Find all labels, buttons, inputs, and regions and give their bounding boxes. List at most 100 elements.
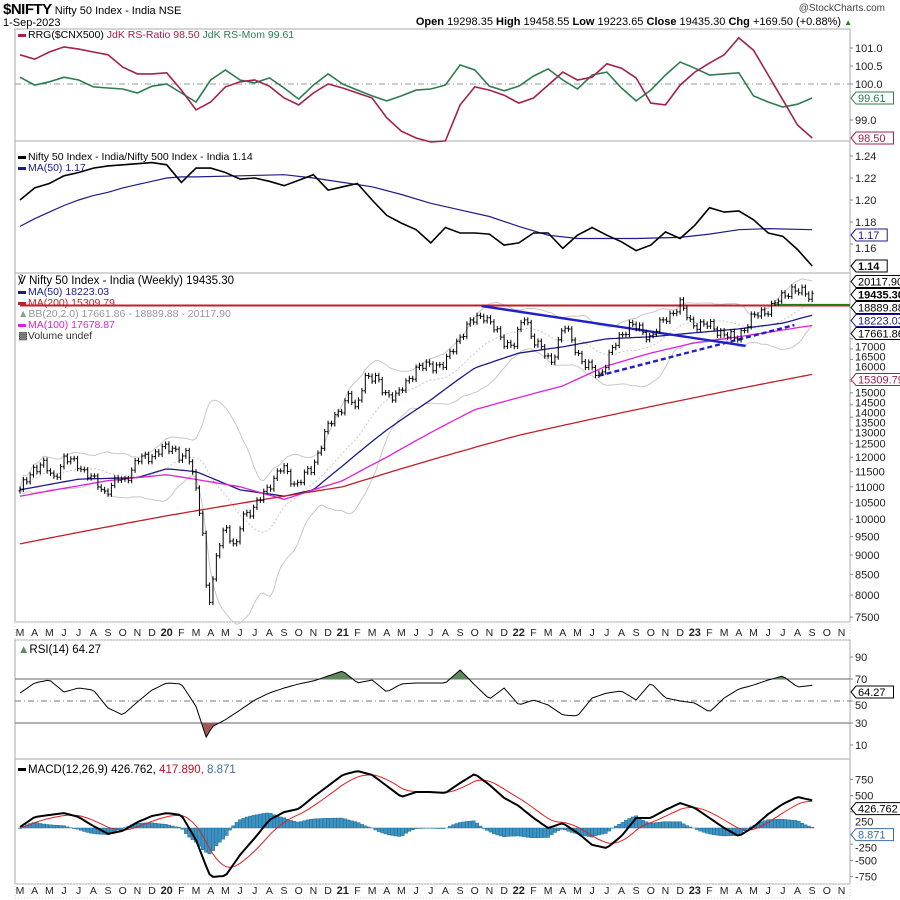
ohlc-bar [65,453,69,465]
ohlc-bar [360,388,364,403]
last-value-box [850,685,894,699]
ohlc-bar [604,364,608,375]
histogram-bar [211,827,215,851]
ohlc-bar [539,338,543,350]
histogram-bar [167,824,171,829]
histogram-bar [251,815,256,829]
ohlc-bar [346,390,350,404]
date-tick-label: D [324,885,332,897]
y-tick-label: 9000 [855,550,879,562]
histogram-bar [624,819,628,829]
histogram-bar [163,824,168,829]
histogram-bar [153,823,158,829]
date-tick-label: M [16,627,25,639]
y-tick-label: -750 [855,872,877,884]
ohlc-bar [69,456,73,465]
ohlc-bar [177,446,181,463]
ohlc-bar [661,317,665,323]
histogram-bar [681,823,686,829]
ohlc-bar [631,319,635,327]
histogram-bar [326,818,330,829]
date-tick-label: D [500,627,508,639]
date-tick-label: O [295,627,303,639]
histogram-bar [58,825,63,829]
last-value-box [850,228,888,242]
macd-legend-signal: 417.890, [159,764,204,776]
ohlc-bar [695,323,699,333]
histogram-bar [55,825,60,829]
last-value-box [850,828,894,842]
ohlc-bar [174,445,178,452]
histogram-bar [471,820,476,829]
histogram-bar [515,827,520,837]
histogram-bar [150,822,154,829]
histogram-bar [51,824,56,829]
date-tick-label: N [310,627,318,639]
ohlc-bar [255,497,259,511]
date-axis-frame [14,621,851,641]
histogram-bar [18,827,22,829]
date-tick-label: O [119,627,127,639]
ohlc-bar [147,451,151,465]
ohlc-bar [600,369,604,376]
ohlc-bar [370,373,374,384]
date-tick-label: M [544,627,553,639]
date-tick-label: M [192,885,201,897]
histogram-bar [295,821,300,829]
date-tick-label: J [413,885,418,897]
histogram-bar [41,823,46,829]
y-tick-label: 13000 [855,428,886,440]
date-tick-label: S [457,627,464,639]
ohlc-bar [367,372,371,379]
y-tick-label: 7500 [855,612,879,624]
y-tick-label: 13500 [855,418,886,430]
ohlc-bar [130,467,134,484]
date-tick-label: J [428,627,433,639]
ohlc-bar [739,327,743,343]
ohlc-bar [343,398,347,416]
ohlc-bar [560,328,564,343]
date-tick-label: M [720,627,729,639]
ohlc-bar [722,327,726,338]
ohlc-bar [417,362,421,371]
rs-ratio-line [19,36,813,143]
date-tick-label: O [823,885,831,897]
histogram-bar [542,827,547,838]
histogram-bar [597,827,601,836]
trendline [481,304,746,348]
date-tick-label: N [134,627,142,639]
up-triangle-icon: ▲ [844,18,852,27]
y-tick-label: 30 [855,718,867,730]
macd-histogram [18,812,815,855]
histogram-bar [789,819,794,829]
date-tick-label: A [31,627,38,639]
dashed-trendline [598,323,795,377]
date-tick-label: 22 [513,885,525,897]
ohlc-bar [448,348,452,360]
last-value-box [850,802,900,816]
y-tick-label: 99.0 [855,115,876,127]
histogram-bar [227,827,232,831]
last-value-label: 1.17 [858,230,879,242]
date-tick-label: J [604,627,609,639]
ohlc-bar [756,312,760,319]
histogram-bar [329,817,334,829]
histogram-bar [38,823,43,829]
y-tick-label: 11000 [855,482,885,494]
date-tick-label: J [590,885,595,897]
date-tick-label: A [90,627,97,639]
ohlc-bar [407,375,411,384]
histogram-bar [505,827,510,837]
ohlc-bar [570,326,574,343]
last-value-label: 8.871 [858,830,886,842]
histogram-bar [549,827,554,835]
histogram-bar [255,814,259,829]
rrg-legend: RRG($CNX500) JdK RS-Ratio 98.50 JdK RS-M… [18,30,294,41]
y-tick-label: 12000 [855,452,886,464]
ohlc-bar [204,530,208,588]
histogram-bar [312,818,317,829]
histogram-bar [322,818,327,829]
date-tick-label: M [45,885,54,897]
histogram-bar [552,827,557,833]
